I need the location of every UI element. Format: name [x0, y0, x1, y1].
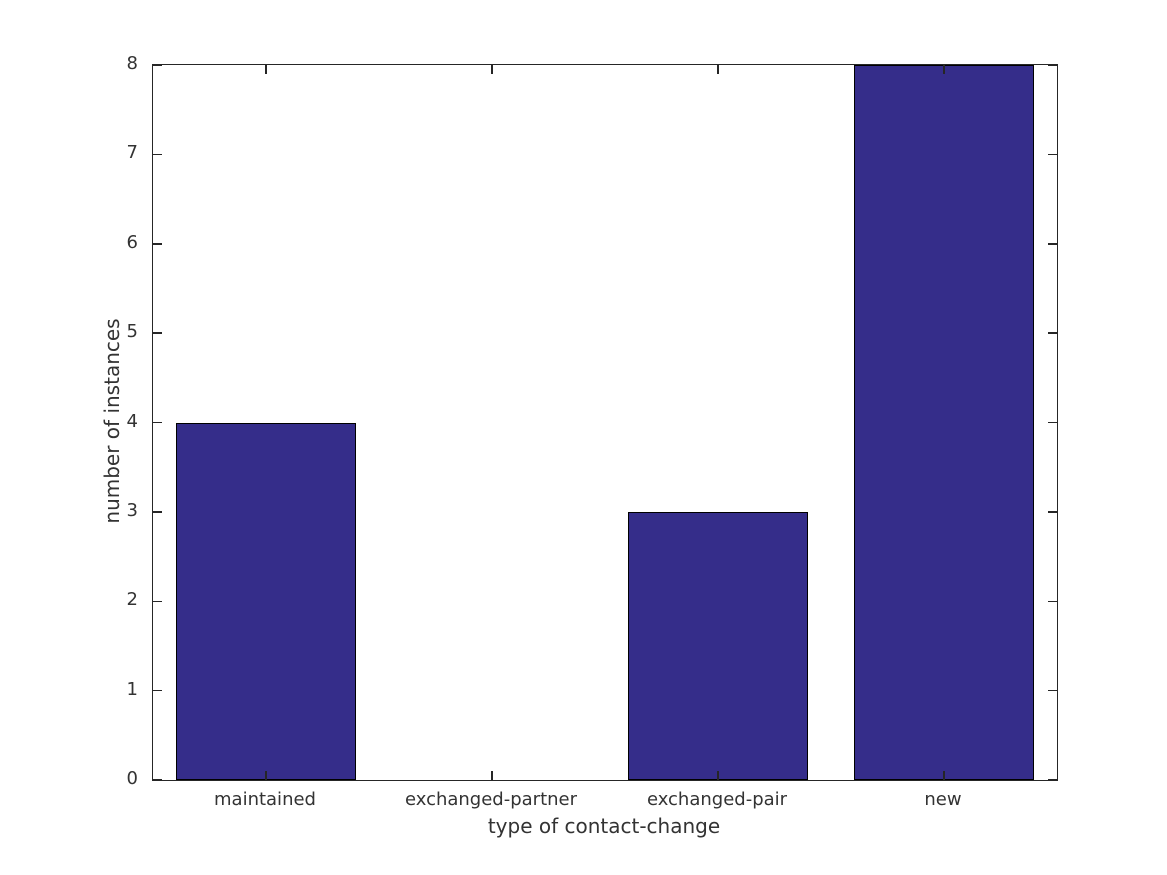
y-tick-y-left-8	[153, 64, 162, 66]
plot-area	[152, 64, 1058, 781]
y-tick-label-4: 4	[126, 410, 138, 432]
x-tick-label-maintained: maintained	[214, 789, 316, 810]
y-tick-y-right-1	[1048, 689, 1057, 692]
x-tick-label-exchanged-pair: exchanged-pair	[646, 789, 788, 810]
y-tick-y-right-3	[1048, 511, 1057, 513]
y-tick-label-6: 6	[126, 231, 138, 253]
bar-new	[853, 65, 1035, 780]
y-tick-y-right-4	[1048, 421, 1057, 424]
bar-exchanged-pair	[627, 511, 809, 780]
x-tick-x-bottom-exchanged-pair	[717, 771, 719, 780]
y-tick-y-left-7	[153, 153, 162, 156]
x-tick-x-top-maintained	[265, 65, 267, 74]
x-tick-x-top-exchanged-pair	[717, 65, 719, 74]
y-tick-y-left-0	[153, 779, 162, 781]
y-tick-label-8: 8	[126, 53, 138, 74]
x-tick-x-top-exchanged-partner	[491, 65, 493, 74]
y-tick-y-right-7	[1048, 153, 1057, 156]
y-tick-label-3: 3	[126, 499, 138, 521]
x-tick-x-bottom-maintained	[265, 771, 267, 780]
y-tick-y-left-1	[153, 689, 162, 692]
y-tick-y-left-5	[153, 332, 162, 334]
x-tick-x-top-new	[943, 65, 945, 74]
x-tick-x-bottom-exchanged-partner	[491, 771, 493, 780]
y-tick-label-0: 0	[126, 768, 138, 789]
x-tick-x-bottom-new	[943, 771, 945, 780]
y-tick-label-2: 2	[126, 589, 138, 611]
y-tick-y-left-6	[153, 243, 162, 245]
y-tick-label-1: 1	[126, 678, 138, 700]
y-tick-y-right-5	[1048, 332, 1057, 334]
x-tick-label-exchanged-partner: exchanged-partner	[404, 789, 578, 810]
y-tick-y-right-8	[1048, 64, 1057, 66]
bar-maintained	[175, 422, 357, 780]
y-tick-y-right-0	[1048, 779, 1057, 781]
y-tick-y-left-3	[153, 511, 162, 513]
y-tick-y-right-6	[1048, 243, 1057, 245]
y-tick-y-left-2	[153, 600, 162, 602]
y-tick-label-5: 5	[126, 321, 138, 343]
y-tick-y-right-2	[1048, 600, 1057, 602]
x-tick-label-new: new	[924, 789, 962, 810]
y-tick-y-left-4	[153, 421, 162, 424]
x-axis-label: type of contact-change	[487, 814, 721, 838]
y-tick-label-7: 7	[126, 142, 138, 164]
